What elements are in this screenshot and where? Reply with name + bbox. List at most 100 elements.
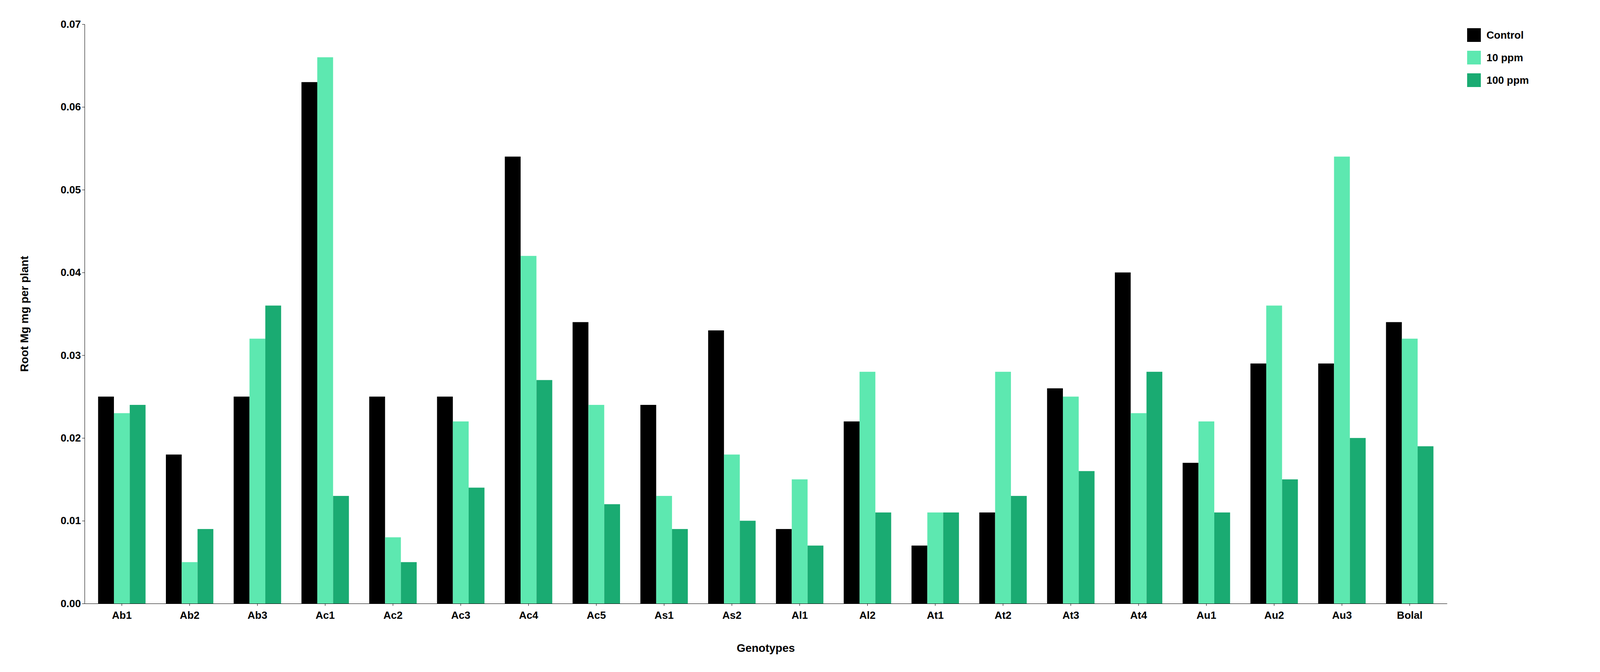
x-tick-mark (1002, 603, 1004, 606)
bar (739, 520, 756, 604)
x-tick-label: Ac2 (383, 608, 403, 621)
bar (129, 404, 146, 604)
bar (1047, 388, 1063, 604)
bar (436, 396, 453, 604)
x-tick-label: Ab1 (111, 608, 132, 621)
x-tick-label: At2 (994, 608, 1012, 621)
bar (588, 404, 604, 604)
bars (98, 57, 1434, 604)
y-tick: 0.01 (60, 514, 85, 527)
bar (165, 454, 182, 604)
bar (1010, 495, 1027, 604)
x-tick: Ab2 (179, 603, 200, 621)
y-tick: 0.02 (60, 431, 85, 444)
bar (927, 512, 943, 604)
x-tick: Ac2 (383, 603, 403, 621)
bar (452, 421, 469, 604)
x-tick: Au1 (1196, 603, 1217, 621)
bar (401, 561, 417, 604)
y-tick: 0.04 (60, 266, 85, 279)
bar (572, 322, 589, 604)
bar (1078, 470, 1095, 604)
x-tick-mark (460, 603, 461, 606)
x-tick: Ac3 (451, 603, 471, 621)
y-tick-mark (82, 272, 85, 273)
x-tick-label: Ab2 (179, 608, 200, 621)
bar (1146, 371, 1163, 604)
y-tick: 0.07 (60, 18, 85, 31)
x-tick: Al1 (791, 603, 808, 621)
bar (859, 371, 876, 604)
x-axis-title: Genotypes (736, 641, 796, 654)
x-tick: Au2 (1264, 603, 1284, 621)
legend-swatch (1467, 28, 1481, 42)
x-tick-label: Ac1 (315, 608, 335, 621)
x-tick-label: At4 (1130, 608, 1148, 621)
bar (979, 512, 995, 604)
x-tick: As1 (654, 603, 674, 621)
x-tick-label: Al2 (859, 608, 876, 621)
y-tick: 0.06 (60, 100, 85, 113)
bar (317, 57, 333, 604)
bar (1114, 272, 1131, 604)
x-tick-mark (1273, 603, 1275, 606)
y-tick-label: 0.03 (60, 349, 81, 362)
bar (775, 528, 792, 604)
x-tick-mark (731, 603, 732, 606)
bar (656, 495, 672, 604)
bar (233, 396, 250, 604)
bar (1333, 156, 1350, 604)
bar (1062, 396, 1079, 604)
bar (1182, 462, 1199, 604)
x-tick-mark (189, 603, 190, 606)
chart-svg: Ab1Ab2Ab3Ac1Ac2Ac3Ac4Ac5As1As2Al1Al2At1A… (0, 0, 1600, 672)
bar (1385, 322, 1402, 604)
y-tick: 0.03 (60, 349, 85, 362)
legend-item: Control (1467, 28, 1524, 42)
bar (1214, 512, 1230, 604)
x-tick: Au3 (1331, 603, 1352, 621)
x-tick: Ac1 (315, 603, 335, 621)
y-tick-mark (82, 189, 85, 191)
x-tick-label: Al1 (791, 608, 808, 621)
y-tick-mark (82, 106, 85, 108)
legend-item: 10 ppm (1467, 50, 1524, 65)
legend-swatch (1467, 73, 1481, 87)
x-tick-label: Bolal (1397, 608, 1423, 621)
y-axis: 0.00 0.01 0.02 0.03 0.04 0.05 0.06 0.07 (60, 18, 85, 610)
bar (671, 528, 688, 604)
x-tick-mark (934, 603, 936, 606)
x-tick: As2 (722, 603, 742, 621)
x-tick-mark (257, 603, 258, 606)
x-tick: At2 (994, 603, 1012, 621)
bar (843, 421, 860, 604)
y-tick-mark (82, 355, 85, 356)
x-tick-mark (867, 603, 868, 606)
y-axis-line (82, 24, 85, 604)
x-tick: Ac5 (586, 603, 606, 621)
x-tick-label: As2 (722, 608, 742, 621)
y-axis-title: Root Mg mg per plant (18, 255, 31, 372)
bar (332, 495, 349, 604)
bar (1250, 363, 1267, 604)
bar (536, 379, 552, 604)
y-tick-label: 0.01 (60, 514, 81, 527)
bar (384, 537, 401, 604)
y-tick-label: 0.06 (60, 100, 81, 113)
legend-item: 100 ppm (1467, 73, 1530, 87)
x-tick-label: Au1 (1196, 608, 1217, 621)
bar (249, 338, 266, 604)
legend-swatch (1467, 50, 1481, 65)
x-tick-mark (528, 603, 529, 606)
x-axis: Ab1Ab2Ab3Ac1Ac2Ac3Ac4Ac5As1As2Al1Al2At1A… (84, 603, 1448, 621)
bar (604, 503, 621, 604)
x-tick: At3 (1062, 603, 1080, 621)
y-tick: 0.05 (60, 183, 85, 196)
y-tick-mark (82, 520, 85, 521)
bar (995, 371, 1011, 604)
y-tick-label: 0.00 (60, 597, 81, 610)
bar (181, 561, 198, 604)
x-tick-mark (1070, 603, 1071, 606)
x-tick-label: At1 (926, 608, 944, 621)
x-tick-label: At3 (1062, 608, 1080, 621)
